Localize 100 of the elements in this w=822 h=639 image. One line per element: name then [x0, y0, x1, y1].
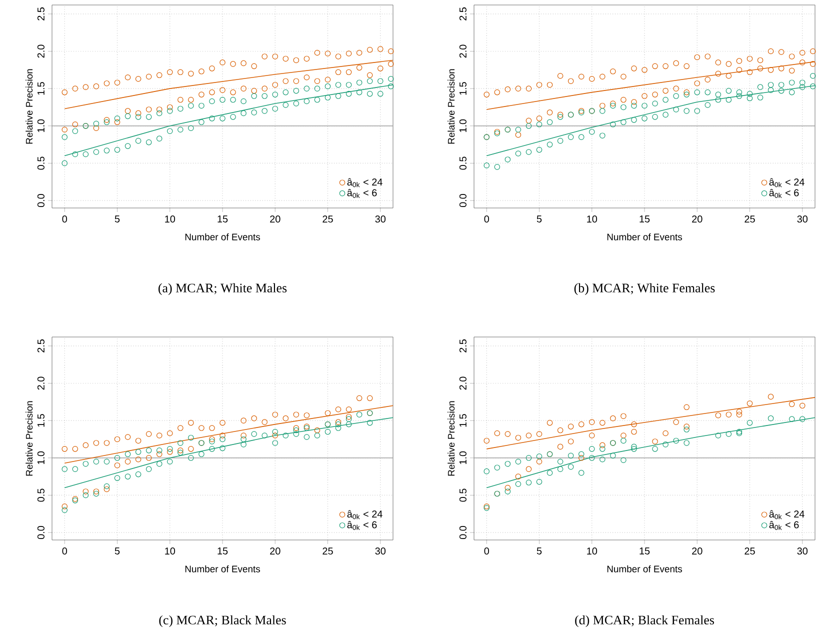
point: [135, 456, 142, 462]
point: [652, 446, 658, 452]
point: [178, 425, 184, 431]
point: [484, 468, 490, 474]
point: [146, 431, 152, 437]
line-series: [486, 397, 816, 450]
point: [684, 440, 690, 446]
point: [304, 412, 310, 418]
point: [240, 442, 246, 448]
x-tick-label: 5: [536, 216, 542, 222]
x-axis-title: Number of Events: [185, 565, 260, 572]
point: [156, 448, 162, 454]
line-series: [486, 417, 816, 488]
point: [736, 412, 742, 418]
y-tick-label: 2.5: [37, 339, 44, 352]
y-tick-label: 0.5: [459, 156, 466, 170]
x-tick-label: 30: [375, 548, 386, 555]
x-tick-label: 15: [218, 548, 228, 554]
point: [578, 451, 584, 458]
point: [515, 434, 522, 441]
x-tick-label: 10: [165, 216, 176, 223]
point: [346, 416, 352, 422]
point: [515, 458, 522, 465]
point: [93, 440, 100, 446]
point: [620, 438, 626, 444]
point: [104, 440, 110, 446]
y-tick-label: 1.5: [460, 82, 466, 95]
point: [272, 428, 278, 435]
point: [673, 419, 679, 425]
point: [557, 458, 564, 465]
point: [600, 446, 606, 452]
point: [62, 466, 68, 472]
y-tick-label: 1.5: [38, 414, 44, 427]
point: [726, 431, 732, 437]
point: [146, 448, 152, 454]
point: [768, 415, 774, 422]
point: [220, 445, 226, 452]
point: [568, 424, 574, 430]
legend-label: â$_{0k}$ < 24: [347, 510, 382, 520]
point: [314, 432, 320, 438]
point: [631, 421, 637, 428]
legend-label: â$_{0k}$ < 6: [769, 520, 799, 530]
y-tick-label: 1.5: [460, 414, 466, 427]
text: (d) MCAR; Black Females: [575, 615, 714, 628]
point: [146, 454, 152, 461]
point: [504, 460, 511, 467]
y-tick-label: 0.5: [37, 156, 44, 170]
point: [146, 466, 152, 472]
point: [262, 432, 268, 438]
point: [82, 492, 89, 498]
point: [673, 438, 679, 444]
x-tick-label: 5: [536, 548, 542, 554]
x-tick-label: 0: [62, 548, 68, 555]
text: (b) MCAR; White Females: [574, 283, 715, 296]
point: [156, 460, 162, 467]
point: [366, 395, 373, 402]
point: [93, 488, 100, 494]
point: [104, 458, 110, 465]
point: [178, 450, 184, 456]
point: [82, 460, 89, 467]
x-axis-title: Number of Events: [607, 565, 682, 572]
x-tick-label: 30: [797, 548, 808, 555]
point: [240, 436, 246, 442]
point: [114, 454, 120, 461]
point: [588, 454, 595, 461]
y-tick-label: 2.0: [37, 44, 44, 58]
point: [262, 419, 268, 425]
point: [631, 446, 637, 452]
point: [272, 412, 278, 418]
point: [198, 451, 204, 458]
point: [526, 454, 532, 461]
point: [662, 442, 668, 448]
point: [346, 414, 352, 420]
point: [156, 432, 162, 438]
point: [188, 454, 194, 461]
point: [251, 431, 257, 437]
x-tick-label: 10: [587, 216, 598, 223]
point: [335, 425, 342, 431]
x-tick-label: 30: [797, 216, 808, 223]
point: [82, 442, 89, 448]
point: [188, 434, 194, 441]
point: [536, 453, 542, 460]
y-tick-label: 0.0: [459, 526, 466, 540]
point: [272, 432, 278, 438]
point: [272, 440, 278, 446]
point: [568, 438, 574, 444]
point: [356, 395, 362, 402]
point: [588, 432, 595, 438]
point: [515, 481, 522, 487]
y-tick-label: 1.0: [37, 451, 44, 464]
point: [314, 427, 320, 434]
y-tick-label: 0.5: [459, 488, 466, 502]
point: [557, 427, 564, 434]
y-tick-label: 1.0: [37, 119, 44, 132]
point: [546, 420, 553, 426]
point: [135, 471, 142, 478]
point: [799, 416, 806, 422]
point: [72, 446, 78, 452]
point: [526, 466, 532, 472]
y-tick-label: 0.5: [37, 488, 44, 502]
